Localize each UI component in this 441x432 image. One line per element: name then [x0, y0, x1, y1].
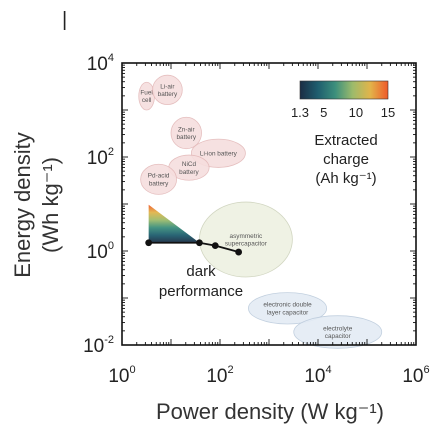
- x-tick-label: 106: [402, 364, 429, 387]
- region-label: capacitor: [325, 333, 352, 340]
- region-label: supercapacitor: [225, 241, 268, 248]
- colorbar-tick-label: 5: [320, 105, 327, 120]
- region-label: battery: [179, 169, 199, 176]
- data-point: [235, 248, 243, 256]
- region-label: Li-air: [160, 83, 175, 90]
- series-label: performance: [159, 283, 243, 300]
- colorbar-scale: [299, 80, 389, 100]
- region-bubble: [152, 74, 183, 106]
- plot-frame: [121, 62, 417, 346]
- region-label: battery: [176, 134, 196, 141]
- region-label: battery: [158, 91, 178, 98]
- region-label: Li-ion battery: [200, 151, 238, 158]
- charge-gradient-area: [148, 204, 200, 243]
- region-label: electronic double: [263, 302, 312, 309]
- y-tick-label: 102: [87, 146, 114, 169]
- data-point: [211, 242, 219, 250]
- x-tick-label: 100: [108, 364, 135, 387]
- colorbar-label: (Ah kg⁻¹): [315, 170, 376, 187]
- series-line: [148, 241, 239, 253]
- region-label: Pd-acid: [148, 173, 170, 180]
- region-bubble: [248, 292, 328, 325]
- region-label: Fuel: [140, 89, 152, 96]
- colorbar-label: charge: [323, 151, 369, 168]
- colorbar-label: Extracted: [314, 132, 377, 149]
- colorbar-tick-label: 1.3: [291, 105, 309, 120]
- region-bubble: [293, 315, 383, 349]
- region-label: cell: [142, 97, 152, 104]
- region-label: NiCd: [182, 161, 197, 168]
- colorbar-tick-label: 10: [349, 105, 363, 120]
- region-label: layer capacitor: [267, 309, 309, 316]
- y-tick-label: 104: [87, 52, 114, 75]
- region-label: electrolyte: [323, 325, 353, 332]
- page-mark: |: [62, 9, 67, 31]
- x-tick-label: 102: [206, 364, 233, 387]
- y-tick-label: 100: [87, 240, 114, 263]
- data-point: [145, 239, 153, 247]
- region-bubble: [140, 163, 177, 195]
- y-axis-title: Energy density (Wh kg⁻¹): [10, 132, 63, 278]
- region-bubble: [170, 116, 202, 150]
- region-label: asymmetric: [230, 233, 263, 240]
- series-label: dark: [186, 263, 216, 280]
- data-point: [196, 239, 203, 247]
- x-tick-label: 104: [304, 364, 331, 387]
- y-tick-label: 10-2: [83, 334, 114, 357]
- x-axis-title: Power density (W kg⁻¹): [156, 399, 384, 424]
- region-label: Zn-air: [178, 126, 196, 133]
- region-label: battery: [149, 180, 169, 187]
- colorbar-tick-label: 15: [381, 105, 395, 120]
